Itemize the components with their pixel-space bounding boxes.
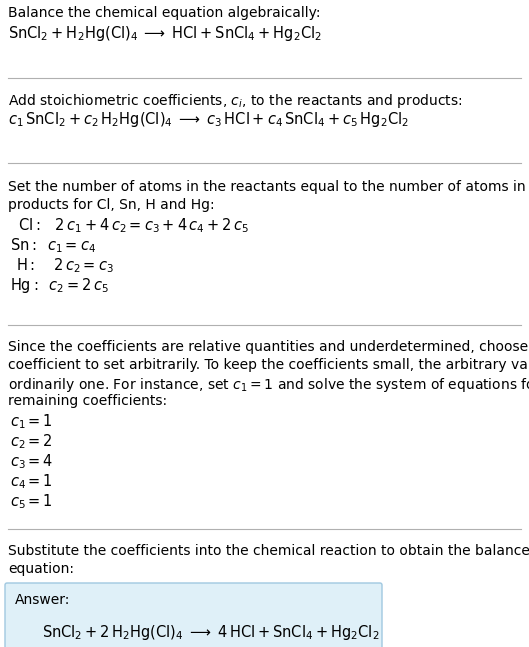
Text: $c_3 = 4$: $c_3 = 4$ [10, 452, 53, 471]
Text: Since the coefficients are relative quantities and underdetermined, choose a: Since the coefficients are relative quan… [8, 340, 529, 354]
Text: Answer:: Answer: [15, 593, 70, 607]
Text: Set the number of atoms in the reactants equal to the number of atoms in the: Set the number of atoms in the reactants… [8, 180, 529, 194]
Text: remaining coefficients:: remaining coefficients: [8, 394, 167, 408]
Text: products for Cl, Sn, H and Hg:: products for Cl, Sn, H and Hg: [8, 198, 215, 212]
Text: ordinarily one. For instance, set $c_1 = 1$ and solve the system of equations fo: ordinarily one. For instance, set $c_1 =… [8, 376, 529, 394]
Text: Balance the chemical equation algebraically:: Balance the chemical equation algebraica… [8, 6, 321, 20]
Text: $c_2 = 2$: $c_2 = 2$ [10, 432, 53, 451]
Text: equation:: equation: [8, 562, 74, 576]
Text: Substitute the coefficients into the chemical reaction to obtain the balanced: Substitute the coefficients into the che… [8, 544, 529, 558]
Text: $c_1\,\mathrm{SnCl_2} + c_2\,\mathrm{H_2Hg(Cl)_4} \;\longrightarrow\; c_3\,\math: $c_1\,\mathrm{SnCl_2} + c_2\,\mathrm{H_2… [8, 110, 409, 129]
Text: Add stoichiometric coefficients, $c_i$, to the reactants and products:: Add stoichiometric coefficients, $c_i$, … [8, 92, 463, 110]
Text: coefficient to set arbitrarily. To keep the coefficients small, the arbitrary va: coefficient to set arbitrarily. To keep … [8, 358, 529, 372]
Text: $\mathrm{H:}\;\;\;\; 2\,c_2 = c_3$: $\mathrm{H:}\;\;\;\; 2\,c_2 = c_3$ [16, 256, 114, 275]
Text: $\mathrm{Hg:}\;\; c_2 = 2\,c_5$: $\mathrm{Hg:}\;\; c_2 = 2\,c_5$ [10, 276, 109, 295]
Text: $\mathrm{SnCl_2 + H_2Hg(Cl)_4} \;\longrightarrow\; \mathrm{HCl + SnCl_4 + Hg_2Cl: $\mathrm{SnCl_2 + H_2Hg(Cl)_4} \;\longri… [8, 24, 322, 43]
Text: $\mathrm{Cl:}\;\;\; 2\,c_1 + 4\,c_2 = c_3 + 4\,c_4 + 2\,c_5$: $\mathrm{Cl:}\;\;\; 2\,c_1 + 4\,c_2 = c_… [18, 216, 249, 235]
Text: $c_4 = 1$: $c_4 = 1$ [10, 472, 53, 490]
Text: $c_5 = 1$: $c_5 = 1$ [10, 492, 53, 510]
Text: $c_1 = 1$: $c_1 = 1$ [10, 412, 53, 431]
Text: $\mathrm{SnCl_2 + 2\,H_2Hg(Cl)_4 \;\longrightarrow\; 4\,HCl + SnCl_4 + Hg_2Cl_2}: $\mathrm{SnCl_2 + 2\,H_2Hg(Cl)_4 \;\long… [42, 623, 379, 642]
FancyBboxPatch shape [5, 583, 382, 647]
Text: $\mathrm{Sn:}\;\; c_1 = c_4$: $\mathrm{Sn:}\;\; c_1 = c_4$ [10, 236, 96, 255]
